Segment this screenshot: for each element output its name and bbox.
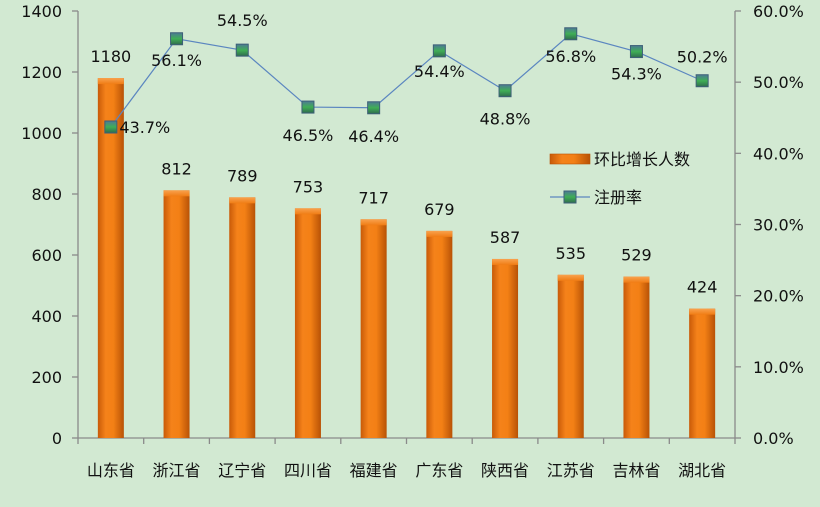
line-marker — [301, 100, 315, 114]
line-value-label: 48.8% — [480, 110, 531, 129]
bar — [163, 190, 190, 438]
line-value-label: 54.4% — [414, 62, 465, 81]
bar — [557, 274, 584, 438]
line-marker — [695, 74, 709, 88]
bar-value-label: 535 — [555, 244, 586, 263]
right-axis-tick-label: 0.0% — [753, 429, 794, 448]
bar — [426, 230, 453, 438]
right-axis-tick-label: 50.0% — [753, 73, 804, 92]
bar — [294, 208, 321, 438]
bar-value-label: 1180 — [90, 47, 131, 66]
left-axis-tick-label: 800 — [31, 185, 62, 204]
line-value-label: 46.4% — [348, 127, 399, 146]
category-label: 湖北省 — [678, 461, 726, 480]
category-label: 吉林省 — [612, 461, 660, 480]
line-value-label: 50.2% — [677, 48, 728, 67]
line-marker — [104, 120, 118, 134]
bar-value-label: 789 — [227, 166, 258, 185]
bar-value-label: 812 — [161, 159, 192, 178]
line-marker — [498, 84, 512, 98]
bar — [492, 258, 519, 438]
right-axis-tick-label: 10.0% — [753, 358, 804, 377]
right-axis-tick-label: 20.0% — [753, 287, 804, 306]
category-label: 山东省 — [87, 461, 135, 480]
legend-label-line: 注册率 — [594, 188, 642, 207]
bar-value-label: 529 — [621, 246, 652, 265]
legend-label-bar: 环比增长人数 — [594, 150, 690, 169]
bar-value-label: 717 — [358, 188, 389, 207]
bar — [97, 78, 124, 438]
line-marker — [564, 27, 578, 41]
left-axis-tick-label: 600 — [31, 246, 62, 265]
bar-value-label: 679 — [424, 200, 455, 219]
bar — [689, 308, 716, 438]
bar-series — [97, 78, 716, 438]
bar — [623, 276, 650, 438]
legend-line-marker — [563, 190, 577, 204]
bar — [229, 197, 256, 438]
line-marker — [629, 45, 643, 59]
line-value-label: 54.3% — [611, 65, 662, 84]
bar-value-label: 753 — [293, 177, 324, 196]
category-label: 四川省 — [284, 461, 332, 480]
left-axis-tick-label: 200 — [31, 368, 62, 387]
line-value-label: 54.5% — [217, 11, 268, 30]
line-value-label: 43.7% — [119, 118, 170, 137]
category-label: 福建省 — [350, 461, 398, 480]
line-marker — [432, 44, 446, 58]
line-marker — [367, 101, 381, 115]
bar-value-label: 424 — [687, 278, 718, 297]
category-label: 陕西省 — [481, 461, 529, 480]
right-axis-tick-label: 40.0% — [753, 144, 804, 163]
line-marker — [235, 43, 249, 57]
left-axis-tick-label: 400 — [31, 307, 62, 326]
legend-bar-swatch — [549, 153, 591, 165]
line-marker — [170, 32, 184, 46]
category-label: 江苏省 — [547, 461, 595, 480]
line-series — [104, 27, 709, 134]
left-axis-tick-label: 1400 — [21, 2, 62, 21]
left-axis-tick-label: 0 — [52, 429, 62, 448]
category-label: 辽宁省 — [218, 461, 266, 480]
line-value-label: 56.8% — [545, 47, 596, 66]
bar-value-label: 587 — [490, 228, 521, 247]
left-axis-tick-label: 1000 — [21, 124, 62, 143]
line-value-label: 56.1% — [151, 51, 202, 70]
right-axis-tick-label: 30.0% — [753, 216, 804, 235]
category-label: 广东省 — [415, 461, 463, 480]
data-labels: 1180 812 789 753 717 679 587 535 529 424 43.7% 56.1… — [90, 11, 727, 297]
line-value-label: 46.5% — [283, 126, 334, 145]
right-axis-tick-label: 60.0% — [753, 2, 804, 21]
category-label: 浙江省 — [153, 461, 201, 480]
bar — [360, 219, 387, 438]
left-axis-tick-label: 1200 — [21, 63, 62, 82]
